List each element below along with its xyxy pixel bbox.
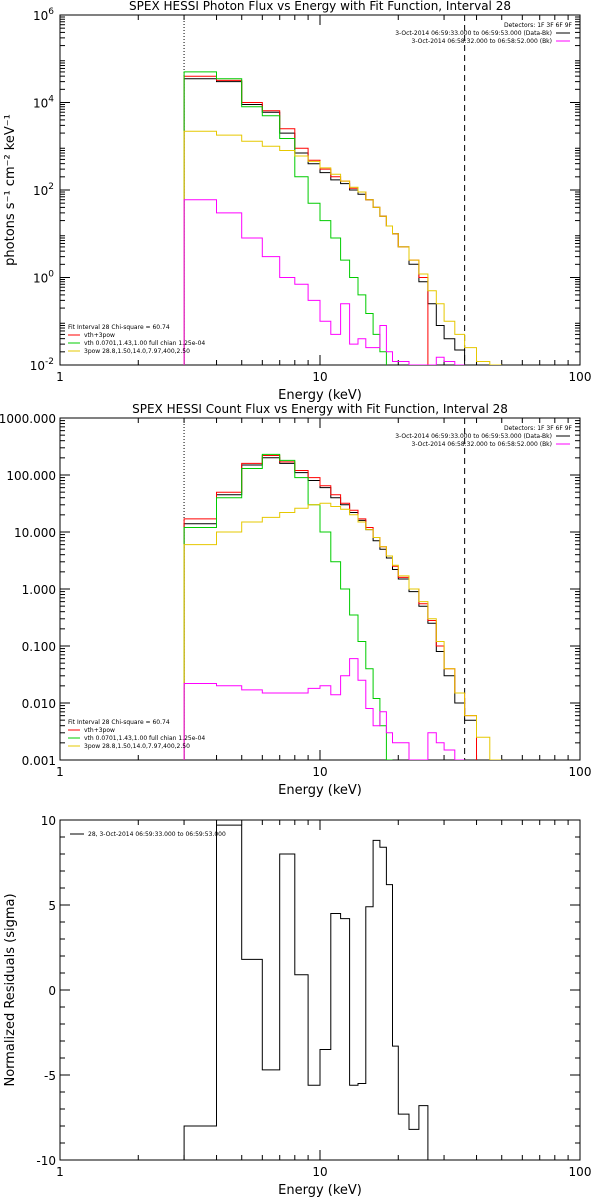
x-tick-label: 1 bbox=[56, 765, 64, 779]
x-tick-label: 100 bbox=[569, 765, 592, 779]
x-tick-label: 10 bbox=[312, 765, 327, 779]
fit-legend-entry: 3pow 28.8,1.50,14.0,7.97,400,2.50 bbox=[84, 743, 190, 750]
chart-title: SPEX HESSI Count Flux vs Energy with Fit… bbox=[132, 402, 508, 416]
y-tick-label: -5 bbox=[44, 1069, 56, 1083]
y-tick-label: 102 bbox=[33, 182, 54, 198]
x-tick-label: 10 bbox=[312, 1165, 327, 1179]
legend-entry: 3-Oct-2014 06:59:33.000 to 06:59:53.000 … bbox=[395, 30, 552, 37]
legend-entry: 3-Oct-2014 06:59:33.000 to 06:59:53.000 … bbox=[395, 433, 552, 440]
fit-legend-entry: vth+3pow bbox=[84, 332, 115, 339]
y-tick-label: 106 bbox=[33, 7, 54, 23]
y-tick-label: -10 bbox=[36, 1154, 56, 1168]
x-axis-label: Energy (keV) bbox=[278, 783, 362, 798]
y-tick-label: 100.000 bbox=[6, 469, 56, 483]
y-tick-label: 10.000 bbox=[14, 526, 56, 540]
y-tick-label: 0.010 bbox=[22, 697, 56, 711]
y-tick-label: 104 bbox=[33, 95, 54, 111]
series-line-0 bbox=[183, 78, 466, 365]
x-tick-label: 100 bbox=[569, 370, 592, 384]
fit-legend-entry: vth 0.0701,1.43,1.00 full chian 1.25e-04 bbox=[84, 340, 205, 347]
fit-legend-entry: 3pow 28.8,1.50,14.0,7.97,400,2.50 bbox=[84, 348, 190, 355]
y-tick-label: 10 bbox=[41, 814, 56, 828]
fit-header: Fit Interval 28 Chi-square = 60.74 bbox=[68, 324, 170, 331]
chart-title: SPEX HESSI Photon Flux vs Energy with Fi… bbox=[129, 0, 511, 13]
y-axis-label: photons s⁻¹ cm⁻² keV⁻¹ bbox=[3, 114, 18, 266]
series-line-1 bbox=[183, 455, 477, 760]
residual-legend-entry: 28, 3-Oct-2014 06:59:33.000 to 06:59:53.… bbox=[88, 831, 226, 838]
y-tick-label: 0 bbox=[48, 984, 56, 998]
fit-header: Fit Interval 28 Chi-square = 60.74 bbox=[68, 719, 170, 726]
x-tick-label: 1 bbox=[56, 1165, 64, 1179]
y-tick-label: 10-2 bbox=[30, 357, 54, 373]
x-tick-label: 10 bbox=[312, 370, 327, 384]
legend-header: Detectors: 1F 3F 6F 9F bbox=[504, 425, 573, 432]
x-tick-label: 100 bbox=[569, 1165, 592, 1179]
series-line-2 bbox=[183, 453, 393, 760]
plot-frame bbox=[59, 417, 581, 761]
plot-frame bbox=[59, 819, 581, 1161]
legend-header: Detectors: 1F 3F 6F 9F bbox=[504, 22, 573, 29]
legend-entry: 3-Oct-2014 06:58:32.000 to 06:58:52.000 … bbox=[412, 441, 553, 448]
fit-legend-entry: vth+3pow bbox=[84, 727, 115, 734]
y-tick-label: 5 bbox=[48, 899, 56, 913]
y-tick-label: 100 bbox=[33, 270, 54, 286]
series-line-2 bbox=[183, 71, 387, 365]
series-line-0 bbox=[183, 824, 437, 1160]
x-axis-label: Energy (keV) bbox=[278, 388, 362, 403]
series-line-4 bbox=[183, 199, 465, 365]
series-line-1 bbox=[183, 75, 429, 365]
x-tick-label: 1 bbox=[56, 370, 64, 384]
y-tick-label: 0.100 bbox=[22, 640, 56, 654]
y-tick-label: 0.001 bbox=[22, 754, 56, 768]
series-line-3 bbox=[183, 130, 502, 365]
y-axis-label: Normalized Residuals (sigma) bbox=[3, 893, 18, 1086]
y-tick-label: 1000.000 bbox=[0, 412, 56, 426]
legend-entry: 3-Oct-2014 06:58:32.000 to 06:58:52.000 … bbox=[412, 38, 553, 45]
x-axis-label: Energy (keV) bbox=[278, 1183, 362, 1198]
y-tick-label: 1.000 bbox=[22, 583, 56, 597]
series-line-4 bbox=[183, 658, 465, 760]
fit-legend-entry: vth 0.0701,1.43,1.00 full chian 1.25e-04 bbox=[84, 735, 205, 742]
series-line-3 bbox=[183, 502, 502, 760]
